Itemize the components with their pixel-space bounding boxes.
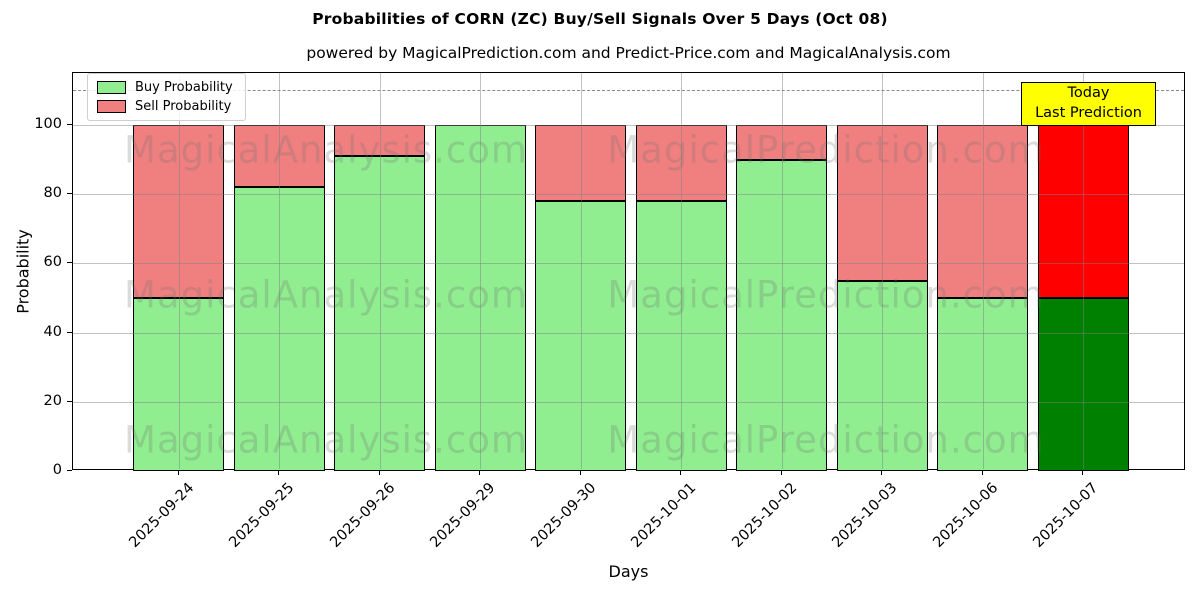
watermark-text: MagicalPrediction.com bbox=[607, 418, 1045, 462]
legend-label-sell: Sell Probability bbox=[135, 99, 232, 114]
x-tick-mark bbox=[1082, 470, 1083, 475]
bar-segment-buy bbox=[535, 201, 626, 471]
watermark-text: MagicalPrediction.com bbox=[607, 128, 1045, 172]
y-tick-label: 100 bbox=[34, 115, 62, 132]
y-tick-mark bbox=[67, 331, 72, 333]
x-axis-label: Days bbox=[608, 562, 649, 581]
legend-item-sell: Sell Probability bbox=[97, 100, 233, 113]
x-tick-label: 2025-09-24 bbox=[125, 480, 197, 551]
x-tick-mark bbox=[881, 470, 882, 475]
y-tick-mark bbox=[67, 470, 72, 471]
bar-segment-buy bbox=[736, 159, 827, 471]
x-tick-mark bbox=[780, 470, 782, 475]
y-tick-label: 40 bbox=[43, 323, 62, 340]
dashed-threshold-line bbox=[73, 90, 1184, 92]
bar-segment-buy bbox=[635, 201, 727, 471]
bar-segment-sell bbox=[334, 124, 425, 157]
x-tick-mark bbox=[680, 470, 681, 475]
watermark-text: MagicalAnalysis.com bbox=[124, 418, 528, 462]
y-tick-label: 0 bbox=[52, 462, 62, 478]
buy-color-swatch bbox=[97, 81, 126, 94]
gridline-vertical bbox=[580, 73, 582, 469]
x-tick-mark bbox=[579, 470, 581, 475]
today-line1: Today bbox=[1067, 85, 1110, 102]
today-line2: Last Prediction bbox=[1035, 105, 1142, 121]
bar-segment-sell bbox=[635, 124, 727, 202]
bar-segment-sell bbox=[535, 124, 626, 202]
bar-segment-sell bbox=[736, 124, 827, 160]
bar-segment-sell bbox=[133, 124, 224, 298]
x-tick-label: 2025-10-03 bbox=[829, 480, 901, 551]
x-tick-label: 2025-10-07 bbox=[1030, 480, 1102, 551]
sell-color-swatch bbox=[97, 100, 126, 113]
bar-segment-sell bbox=[1037, 124, 1129, 298]
y-tick-mark bbox=[67, 123, 72, 125]
y-tick-mark bbox=[67, 400, 72, 402]
bar-segment-buy bbox=[1037, 297, 1129, 471]
watermark-text: MagicalAnalysis.com bbox=[124, 273, 528, 317]
bar-segment-buy bbox=[233, 187, 325, 471]
x-tick-mark bbox=[981, 470, 983, 475]
bar-segment-sell bbox=[233, 124, 325, 188]
y-tick-mark bbox=[67, 193, 72, 195]
watermark-text: MagicalPrediction.com bbox=[607, 273, 1045, 317]
x-tick-label: 2025-10-01 bbox=[628, 480, 700, 551]
x-tick-label: 2025-09-29 bbox=[427, 480, 499, 551]
gridline-vertical bbox=[279, 73, 280, 469]
today-annotation-box: Today Last Prediction bbox=[1021, 82, 1156, 126]
legend: Buy Probability Sell Probability bbox=[87, 73, 246, 121]
gridline-vertical bbox=[480, 73, 481, 469]
bar-segment-sell bbox=[836, 124, 928, 281]
gridline-vertical bbox=[178, 73, 180, 469]
gridline-horizontal bbox=[73, 332, 1184, 334]
y-tick-mark bbox=[67, 262, 72, 264]
watermark-text: MagicalAnalysis.com bbox=[124, 128, 528, 172]
gridline-vertical bbox=[982, 73, 984, 469]
y-tick-label: 20 bbox=[43, 392, 62, 409]
bar-segment-sell bbox=[937, 124, 1028, 298]
chart-title: Probabilities of CORN (ZC) Buy/Sell Sign… bbox=[312, 10, 888, 28]
gridline-horizontal bbox=[73, 263, 1184, 265]
x-tick-mark bbox=[479, 470, 480, 475]
plot-area bbox=[72, 72, 1185, 471]
gridline-vertical bbox=[882, 73, 883, 469]
gridline-vertical bbox=[781, 73, 783, 469]
bar-segment-buy bbox=[434, 124, 526, 471]
bar-segment-buy bbox=[836, 280, 928, 471]
x-tick-mark bbox=[378, 470, 380, 475]
x-tick-mark bbox=[278, 470, 279, 475]
bar-segment-buy bbox=[133, 297, 224, 471]
gridline-horizontal bbox=[73, 194, 1184, 196]
x-tick-label: 2025-09-26 bbox=[326, 480, 398, 551]
x-tick-label: 2025-09-25 bbox=[226, 480, 298, 551]
gridline-horizontal bbox=[73, 401, 1184, 403]
bar-segment-buy bbox=[937, 297, 1028, 471]
bar-segment-buy bbox=[334, 156, 425, 471]
gridline-vertical bbox=[379, 73, 381, 469]
gridline-vertical bbox=[1083, 73, 1084, 469]
x-tick-label: 2025-09-30 bbox=[527, 480, 599, 551]
gridline-vertical bbox=[681, 73, 682, 469]
chart-subtitle: powered by MagicalPrediction.com and Pre… bbox=[306, 44, 951, 62]
legend-item-buy: Buy Probability bbox=[97, 81, 233, 94]
legend-label-buy: Buy Probability bbox=[135, 80, 233, 95]
x-tick-label: 2025-10-02 bbox=[728, 480, 800, 551]
x-tick-label: 2025-10-06 bbox=[929, 480, 1001, 551]
gridline-horizontal bbox=[73, 124, 1184, 126]
y-axis-label: Probability bbox=[13, 229, 33, 314]
y-tick-label: 60 bbox=[43, 254, 62, 271]
y-tick-label: 80 bbox=[43, 185, 62, 202]
x-tick-mark bbox=[177, 470, 179, 475]
